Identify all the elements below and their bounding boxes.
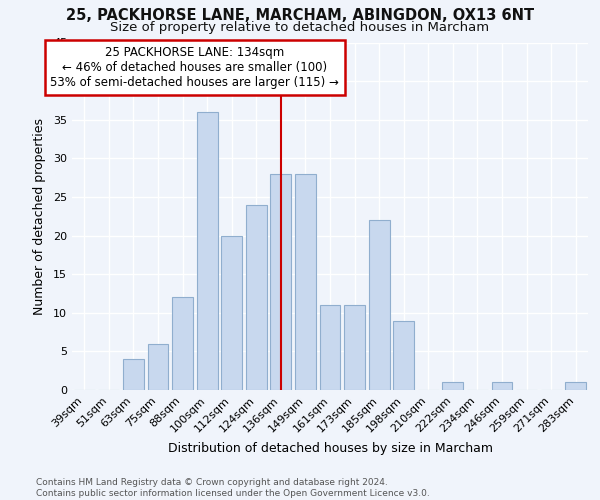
Bar bbox=[123, 359, 144, 390]
Bar bbox=[148, 344, 169, 390]
Bar bbox=[172, 298, 193, 390]
Bar bbox=[565, 382, 586, 390]
Bar bbox=[368, 220, 389, 390]
Y-axis label: Number of detached properties: Number of detached properties bbox=[33, 118, 46, 315]
Bar bbox=[320, 305, 340, 390]
Bar bbox=[491, 382, 512, 390]
Bar bbox=[271, 174, 292, 390]
Bar bbox=[393, 320, 414, 390]
Text: 25 PACKHORSE LANE: 134sqm
← 46% of detached houses are smaller (100)
53% of semi: 25 PACKHORSE LANE: 134sqm ← 46% of detac… bbox=[50, 46, 339, 90]
Bar bbox=[442, 382, 463, 390]
Text: 25, PACKHORSE LANE, MARCHAM, ABINGDON, OX13 6NT: 25, PACKHORSE LANE, MARCHAM, ABINGDON, O… bbox=[66, 8, 534, 22]
Text: Contains HM Land Registry data © Crown copyright and database right 2024.
Contai: Contains HM Land Registry data © Crown c… bbox=[36, 478, 430, 498]
Bar bbox=[246, 204, 267, 390]
Bar bbox=[295, 174, 316, 390]
Text: Size of property relative to detached houses in Marcham: Size of property relative to detached ho… bbox=[110, 21, 490, 34]
Bar bbox=[344, 305, 365, 390]
Bar bbox=[197, 112, 218, 390]
Bar bbox=[221, 236, 242, 390]
X-axis label: Distribution of detached houses by size in Marcham: Distribution of detached houses by size … bbox=[167, 442, 493, 455]
